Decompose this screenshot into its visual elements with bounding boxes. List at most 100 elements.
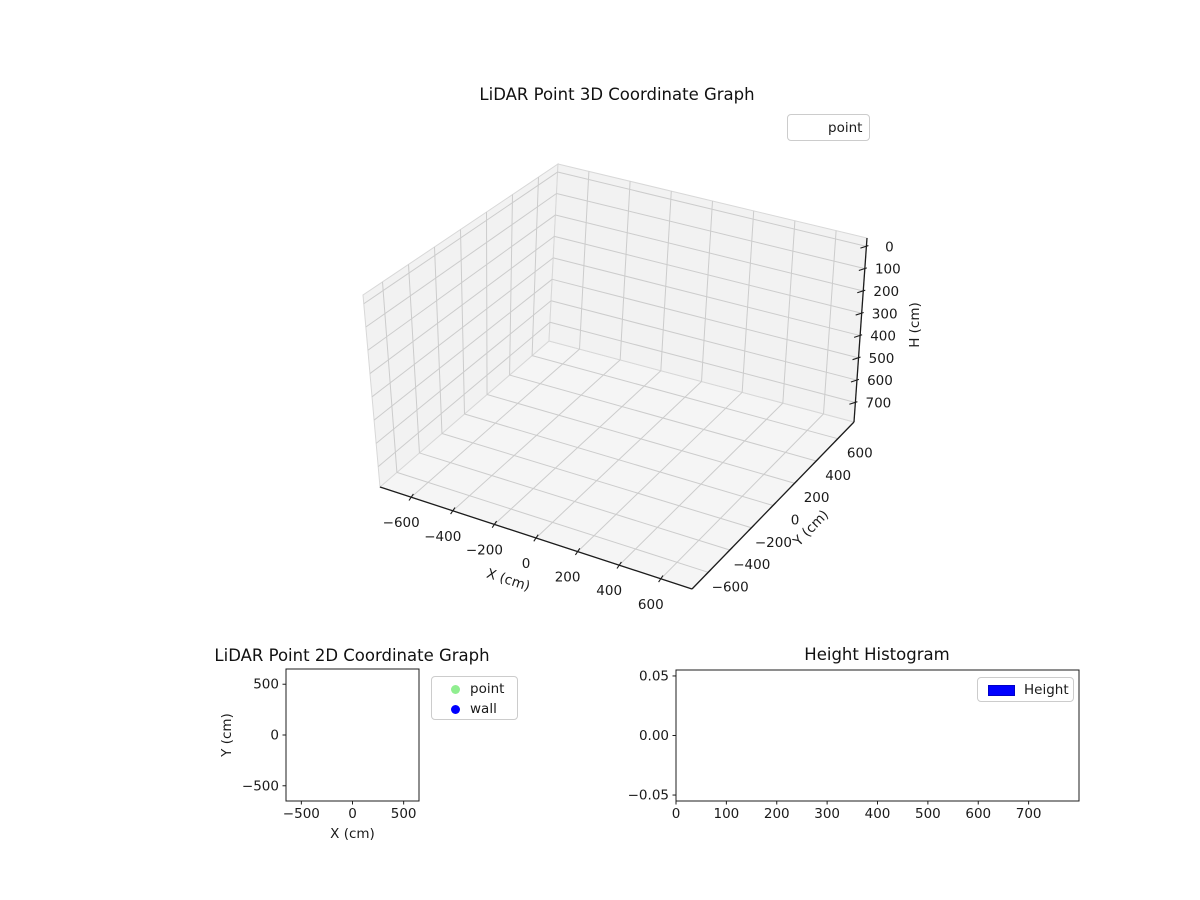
grid-z-wall-right [552, 278, 859, 359]
y-tick-mark [813, 457, 820, 465]
x-tick-label: 0 [522, 556, 531, 572]
grid-y-floor [509, 374, 817, 462]
grid-z-wall-left [363, 171, 558, 305]
y-tick-label: 200 [804, 490, 830, 506]
histogram-axes: 0 100 200 300 400 500 600 700 −0.05 0.00 0.05 [628, 668, 1080, 822]
plot2d-frame [285, 668, 420, 802]
plot3d-grid [363, 171, 867, 580]
legend-item: Height [978, 680, 1073, 700]
z-tick-label: 300 [872, 306, 898, 322]
x-tick-label: −200 [466, 542, 503, 558]
grid-z-wall-right [554, 235, 862, 314]
z-tick-mark [852, 356, 861, 361]
plot2d-title: LiDAR Point 2D Coordinate Graph [214, 646, 490, 665]
z-tick-mark [853, 334, 863, 338]
grid-z-wall-left [373, 278, 553, 421]
z-axis-label: H (cm) [907, 302, 923, 348]
y-tick-label: 0 [791, 513, 800, 529]
grid-z-wall-left [367, 214, 556, 351]
y-tick-label: −200 [755, 535, 792, 551]
x-tick-mark [533, 534, 539, 542]
y-tick-label: 0.00 [639, 728, 669, 744]
z-tick-label: 400 [870, 329, 896, 345]
x-tick-label: 400 [596, 583, 622, 599]
x-tick-label: −600 [383, 515, 420, 531]
grid-y-floor [531, 355, 838, 440]
grid-z-wall-right [557, 171, 867, 247]
y-tick-mark [726, 546, 733, 554]
histogram-title: Height Histogram [804, 645, 950, 664]
grid-z-wall-right [550, 300, 858, 381]
z-tick-mark [855, 311, 864, 316]
x-tick-mark [450, 507, 456, 515]
y-axis-label: Y (cm) [219, 713, 235, 758]
y-tick-label: −600 [712, 579, 749, 595]
x-tick-mark [616, 561, 622, 569]
y-tick-label: 400 [825, 468, 851, 484]
z-tick-mark [858, 267, 868, 271]
x-tick-label: −500 [283, 806, 320, 822]
grid-z-wall-left [369, 236, 555, 374]
grid-z-wall-left [365, 193, 557, 328]
legend-label: wall [470, 701, 497, 717]
z-tick-label: 600 [867, 373, 893, 389]
y-tick-mark [748, 524, 755, 531]
grid-z-wall-left [375, 300, 552, 444]
y-tick-mark [834, 435, 841, 442]
grid-y-floor [441, 432, 752, 529]
x-tick-label: 0 [348, 806, 357, 822]
x-tick-label: 500 [915, 806, 941, 822]
x-tick-mark [491, 520, 498, 529]
legend-label: Height [1024, 682, 1069, 698]
z-tick-label: 100 [875, 262, 901, 278]
y-tick-label: 500 [253, 677, 279, 693]
plot3d-panes [362, 163, 868, 590]
x-tick-label: 600 [965, 806, 991, 822]
grid-z-wall-left [377, 321, 551, 468]
x-axis-label: X (cm) [330, 826, 375, 842]
y-tick-label: 0 [270, 728, 279, 744]
legend-item: point [788, 115, 869, 140]
x-tick-label: 0 [672, 806, 681, 822]
x-tick-mark [408, 493, 414, 501]
histogram-legend: Height [977, 677, 1074, 702]
point-marker-icon [451, 684, 460, 694]
z-tick-mark [857, 289, 866, 294]
legend-label: point [828, 119, 863, 136]
plot2d-legend: point wall [431, 676, 518, 720]
legend-label: point [470, 681, 505, 697]
y-tick-mark [791, 480, 798, 487]
x-tick-label: 500 [391, 806, 417, 822]
grid-y-floor [464, 413, 774, 506]
y-tick-label: −400 [733, 557, 770, 573]
legend-item: point [432, 679, 517, 699]
grid-y-wall [486, 212, 488, 395]
x-tick-label: 200 [555, 570, 581, 586]
z-tick-label: 700 [865, 395, 891, 411]
y-tick-mark [705, 569, 712, 576]
x-tick-label: 100 [713, 806, 739, 822]
x-tick-label: −400 [424, 529, 461, 545]
y-tick-label: 600 [847, 446, 873, 462]
z-tick-label: 500 [869, 351, 895, 367]
x-tick-mark [658, 575, 664, 583]
wall-marker-icon [451, 704, 460, 714]
x-tick-label: 700 [1016, 806, 1042, 822]
plot3d-legend: point [787, 114, 870, 141]
grid-z-wall-left [371, 257, 554, 398]
y-tick-label: −0.05 [628, 788, 669, 804]
z-tick-mark [860, 245, 869, 249]
y-tick-label: −500 [242, 778, 279, 794]
x-tick-label: 400 [865, 806, 891, 822]
y-tick-label: 0.05 [639, 668, 669, 684]
y-tick-mark [769, 502, 777, 509]
z-tick-mark [849, 401, 858, 405]
z-tick-mark [850, 378, 860, 383]
plot3d-ticks: −600−400−2000200400600−600−400−200020040… [383, 239, 901, 612]
legend-item: wall [432, 699, 517, 719]
grid-y-floor [396, 471, 709, 573]
grid-z-wall-right [556, 193, 865, 270]
height-swatch-icon [988, 684, 1015, 696]
